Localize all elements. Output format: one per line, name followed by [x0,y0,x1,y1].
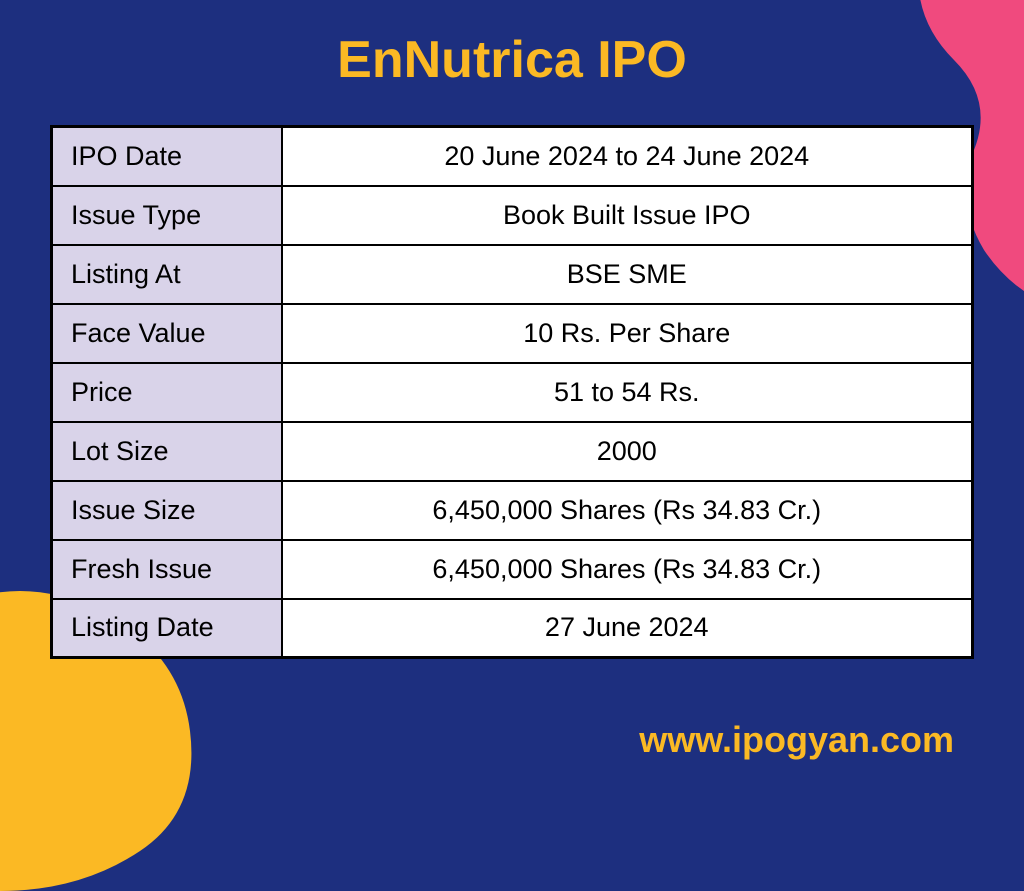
table-row: Issue Size 6,450,000 Shares (Rs 34.83 Cr… [52,481,973,540]
page-title: EnNutrica IPO [337,30,687,90]
table-row: Face Value 10 Rs. Per Share [52,304,973,363]
value-cell: 51 to 54 Rs. [282,363,973,422]
table-row: IPO Date 20 June 2024 to 24 June 2024 [52,127,973,186]
label-cell: Issue Type [52,186,282,245]
value-cell: BSE SME [282,245,973,304]
label-cell: Price [52,363,282,422]
table-row: Price 51 to 54 Rs. [52,363,973,422]
table-row: Issue Type Book Built Issue IPO [52,186,973,245]
label-cell: Listing Date [52,599,282,658]
value-cell: 2000 [282,422,973,481]
value-cell: 6,450,000 Shares (Rs 34.83 Cr.) [282,481,973,540]
label-cell: IPO Date [52,127,282,186]
label-cell: Lot Size [52,422,282,481]
value-cell: Book Built Issue IPO [282,186,973,245]
label-cell: Issue Size [52,481,282,540]
table-row: Listing At BSE SME [52,245,973,304]
value-cell: 6,450,000 Shares (Rs 34.83 Cr.) [282,540,973,599]
value-cell: 10 Rs. Per Share [282,304,973,363]
label-cell: Listing At [52,245,282,304]
table-row: Lot Size 2000 [52,422,973,481]
table-row: Listing Date 27 June 2024 [52,599,973,658]
value-cell: 27 June 2024 [282,599,973,658]
label-cell: Face Value [52,304,282,363]
value-cell: 20 June 2024 to 24 June 2024 [282,127,973,186]
label-cell: Fresh Issue [52,540,282,599]
table-row: Fresh Issue 6,450,000 Shares (Rs 34.83 C… [52,540,973,599]
ipo-details-table: IPO Date 20 June 2024 to 24 June 2024 Is… [50,125,974,659]
footer-url: www.ipogyan.com [639,719,954,761]
